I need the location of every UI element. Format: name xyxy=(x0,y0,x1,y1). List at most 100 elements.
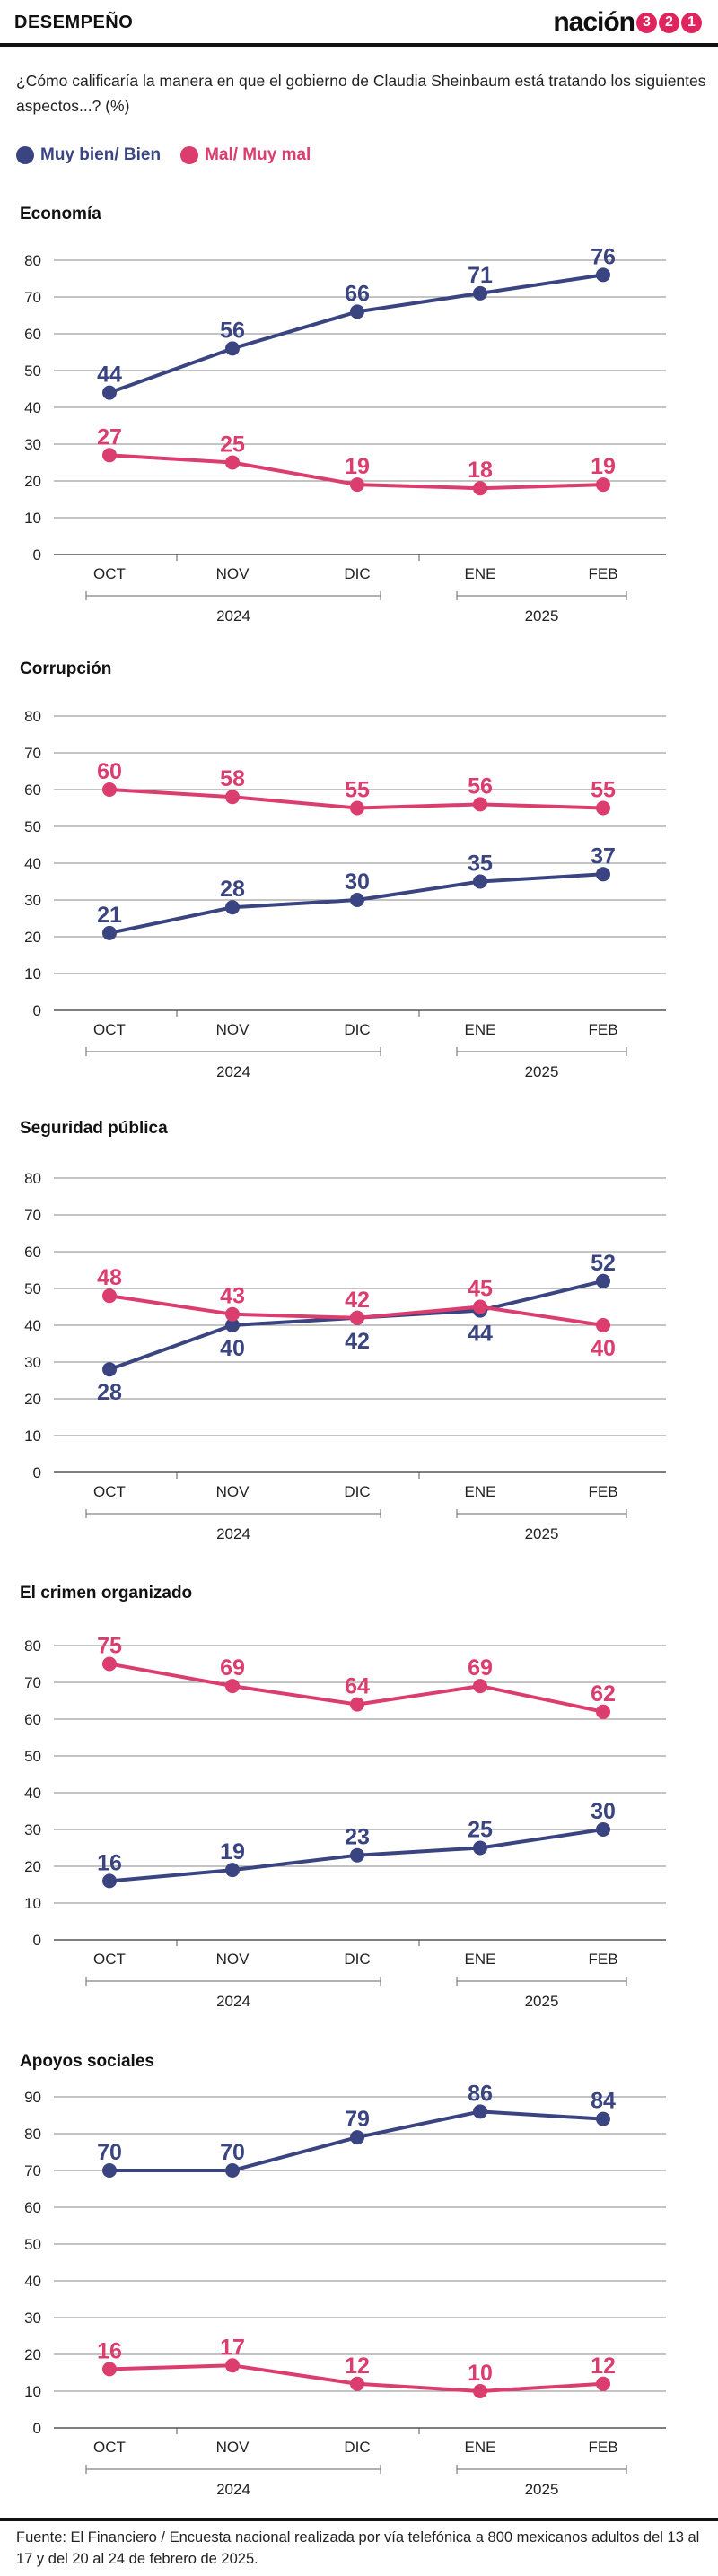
legend-label-negative: Mal/ Muy mal xyxy=(205,145,311,164)
data-point-positive xyxy=(225,2163,240,2178)
y-tick-label: 20 xyxy=(24,929,41,946)
data-point-positive xyxy=(225,1863,240,1878)
header-rule xyxy=(0,43,718,47)
data-label-positive: 28 xyxy=(220,877,245,902)
data-point-negative xyxy=(473,2384,487,2398)
x-tick-label: OCT xyxy=(93,1951,126,1968)
y-tick-label: 50 xyxy=(24,1748,41,1765)
data-label-negative: 48 xyxy=(97,1265,122,1290)
x-tick-label: OCT xyxy=(93,1021,126,1038)
data-point-positive xyxy=(596,1273,610,1288)
data-label-negative: 60 xyxy=(97,759,122,784)
y-tick-label: 70 xyxy=(24,289,41,306)
data-label-negative: 43 xyxy=(220,1284,245,1309)
brand-logo: nación 3 2 1 xyxy=(553,7,702,38)
y-tick-label: 60 xyxy=(24,1711,41,1728)
data-point-positive xyxy=(102,925,117,940)
y-tick-label: 40 xyxy=(24,1785,41,1802)
data-label-negative: 40 xyxy=(591,1336,616,1361)
year-label: 2024 xyxy=(216,2481,250,2498)
legend-item-positive: Muy bien/ Bien xyxy=(16,145,161,165)
data-label-positive: 30 xyxy=(591,1799,616,1824)
x-tick-label: NOV xyxy=(216,2439,250,2456)
y-tick-label: 20 xyxy=(24,1391,41,1408)
data-label-negative: 62 xyxy=(591,1681,616,1707)
y-tick-label: 40 xyxy=(24,2273,41,2290)
data-label-negative: 55 xyxy=(591,778,616,803)
y-tick-label: 70 xyxy=(24,2162,41,2179)
data-point-negative xyxy=(596,1318,610,1332)
y-tick-label: 70 xyxy=(24,1674,41,1691)
data-point-negative xyxy=(350,800,364,816)
data-label-negative: 75 xyxy=(97,1634,122,1659)
data-point-negative xyxy=(225,1306,240,1322)
data-label-negative: 12 xyxy=(591,2353,616,2379)
year-label: 2025 xyxy=(525,607,559,624)
x-tick-label: NOV xyxy=(216,1951,250,1968)
y-tick-label: 10 xyxy=(24,965,41,982)
data-point-negative xyxy=(225,455,240,470)
y-tick-label: 50 xyxy=(24,362,41,380)
data-point-positive xyxy=(350,304,364,319)
data-point-positive xyxy=(225,341,240,356)
x-tick-label: OCT xyxy=(93,565,126,582)
year-label: 2025 xyxy=(525,1993,559,2010)
data-point-positive xyxy=(102,385,117,400)
y-tick-label: 50 xyxy=(24,2236,41,2253)
brand-word: nación xyxy=(553,7,635,37)
y-tick-label: 30 xyxy=(24,892,41,909)
data-point-positive xyxy=(225,900,240,915)
y-tick-label: 60 xyxy=(24,782,41,799)
data-label-positive: 23 xyxy=(345,1825,370,1850)
data-label-positive: 37 xyxy=(591,843,616,869)
section-label: DESEMPEÑO xyxy=(14,13,134,32)
x-tick-label: NOV xyxy=(216,1483,250,1500)
x-tick-label: FEB xyxy=(588,1951,617,1968)
y-tick-label: 30 xyxy=(24,436,41,453)
data-point-negative xyxy=(102,448,117,463)
data-point-positive xyxy=(473,874,487,889)
x-tick-label: DIC xyxy=(344,565,370,582)
x-tick-label: OCT xyxy=(93,1483,126,1500)
y-tick-label: 30 xyxy=(24,1354,41,1371)
source-note: Fuente: El Financiero / Encuesta naciona… xyxy=(16,2529,700,2567)
data-label-positive: 44 xyxy=(468,1322,493,1347)
y-tick-label: 40 xyxy=(24,399,41,416)
brand-digit-2: 2 xyxy=(659,12,679,33)
y-tick-label: 60 xyxy=(24,2199,41,2216)
data-point-negative xyxy=(596,2376,610,2391)
x-tick-label: NOV xyxy=(216,1021,250,1038)
data-label-negative: 69 xyxy=(468,1655,493,1681)
data-point-positive xyxy=(350,893,364,907)
data-point-positive xyxy=(473,285,487,301)
data-point-positive xyxy=(350,2130,364,2145)
data-point-negative xyxy=(225,2358,240,2373)
data-point-positive xyxy=(473,1840,487,1856)
data-label-positive: 84 xyxy=(591,2089,616,2114)
data-label-positive: 42 xyxy=(345,1329,370,1354)
data-point-negative xyxy=(225,790,240,805)
data-label-positive: 40 xyxy=(220,1336,245,1361)
data-label-positive: 79 xyxy=(345,2107,370,2132)
year-label: 2025 xyxy=(525,2481,559,2498)
data-label-positive: 44 xyxy=(97,362,122,388)
year-label: 2025 xyxy=(525,1063,559,1080)
data-point-negative xyxy=(102,1288,117,1304)
data-label-negative: 56 xyxy=(468,773,493,799)
data-point-negative xyxy=(350,477,364,493)
legend-item-negative: Mal/ Muy mal xyxy=(180,145,311,165)
year-label: 2024 xyxy=(216,1063,250,1080)
data-label-positive: 21 xyxy=(97,903,122,928)
data-point-positive xyxy=(596,267,610,283)
y-tick-label: 80 xyxy=(24,1637,41,1655)
y-tick-label: 40 xyxy=(24,1317,41,1334)
data-point-negative xyxy=(596,800,610,816)
data-point-positive xyxy=(102,1873,117,1889)
x-tick-label: ENE xyxy=(465,1021,496,1038)
y-tick-label: 60 xyxy=(24,1244,41,1261)
chart-title: El crimen organizado xyxy=(20,1584,192,1602)
data-point-negative xyxy=(225,1679,240,1694)
data-label-negative: 19 xyxy=(591,454,616,479)
y-tick-label: 0 xyxy=(33,2420,41,2437)
legend-swatch-negative xyxy=(180,146,199,164)
